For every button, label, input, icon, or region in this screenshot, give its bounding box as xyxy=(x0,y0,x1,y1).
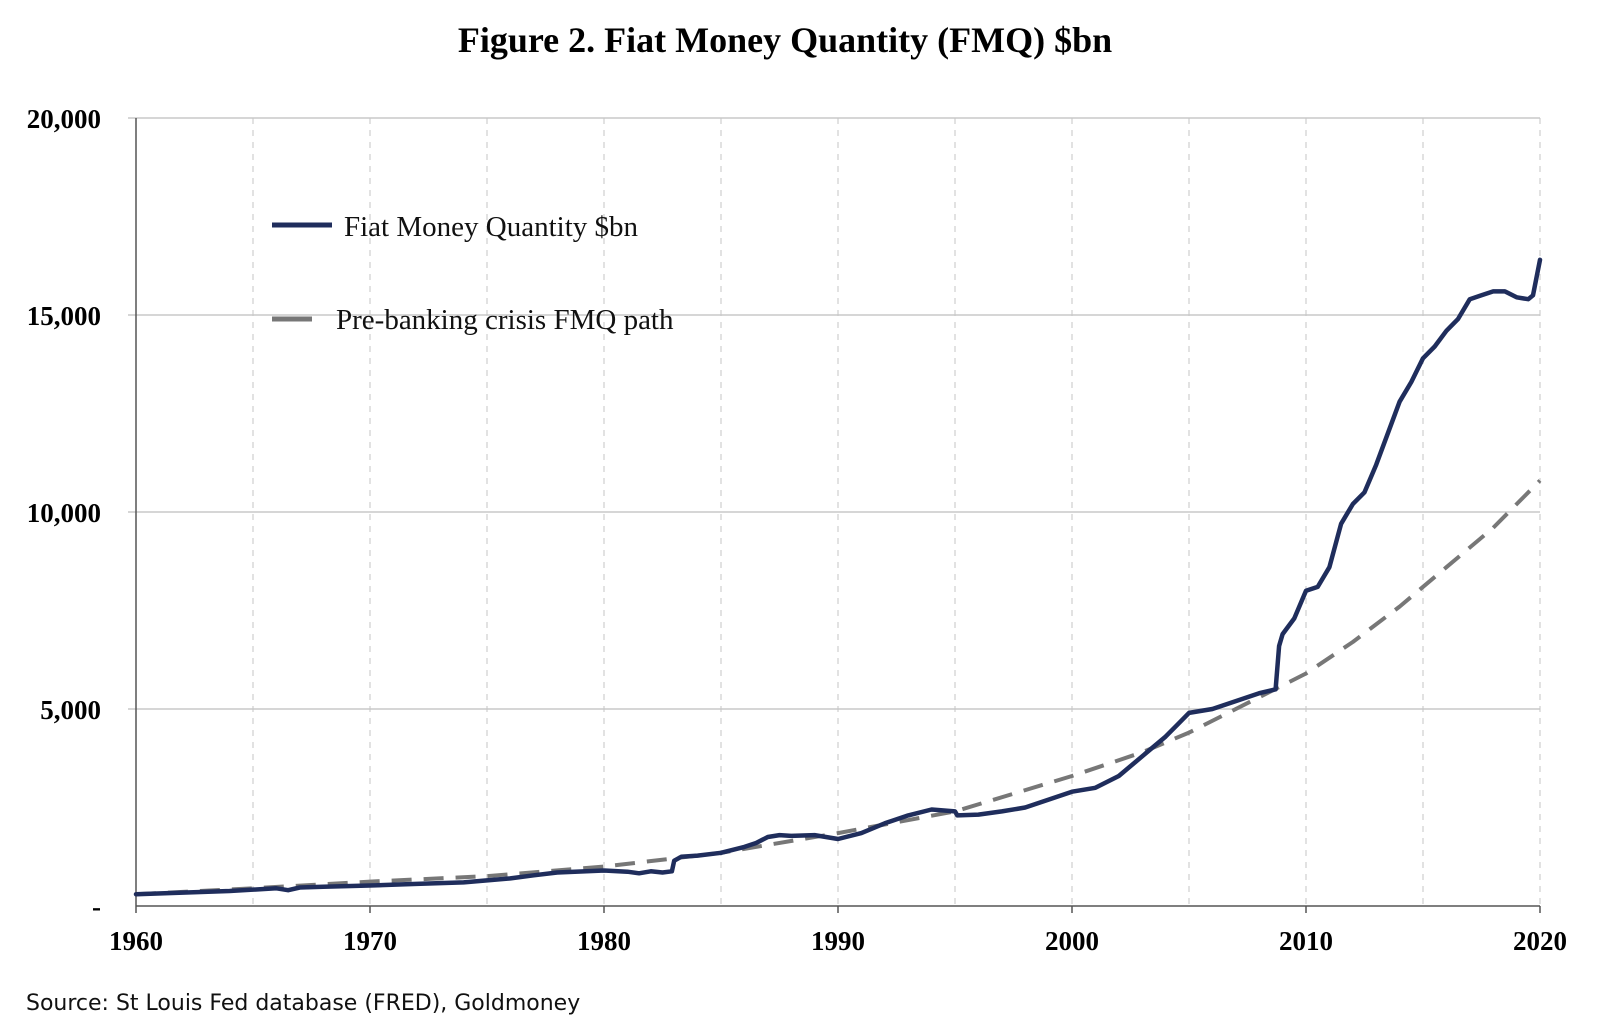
legend-label-pre-banking-crisis-path: Pre-banking crisis FMQ path xyxy=(336,304,674,336)
x-tick-label: 1990 xyxy=(811,926,865,956)
x-tick-label: 1960 xyxy=(109,926,163,956)
x-tick-label: 1970 xyxy=(343,926,397,956)
source-note: Source: St Louis Fed database (FRED), Go… xyxy=(26,991,580,1016)
y-axis: - 5,000 10,000 15,000 20,000 xyxy=(27,104,101,922)
x-tick-label: 2010 xyxy=(1279,926,1333,956)
x-axis: 1960 1970 1980 1990 2000 2010 2020 xyxy=(109,906,1567,956)
y-tick-label: 20,000 xyxy=(27,104,101,134)
legend-label-fiat-money-quantity: Fiat Money Quantity $bn xyxy=(344,211,639,243)
y-tick-label: 5,000 xyxy=(40,695,101,725)
y-tick-label: 10,000 xyxy=(27,498,101,528)
x-tick-label: 2000 xyxy=(1045,926,1099,956)
x-tick-label: 1980 xyxy=(577,926,631,956)
chart: Figure 2. Fiat Money Quantity (FMQ) $bn … xyxy=(0,0,1622,1036)
x-tick-label: 2020 xyxy=(1513,926,1567,956)
y-tick-label: 15,000 xyxy=(27,301,101,331)
grid xyxy=(128,118,1540,906)
legend: Fiat Money Quantity $bn Pre-banking cris… xyxy=(272,211,674,336)
chart-title: Figure 2. Fiat Money Quantity (FMQ) $bn xyxy=(458,20,1112,60)
y-tick-label: - xyxy=(92,892,101,922)
